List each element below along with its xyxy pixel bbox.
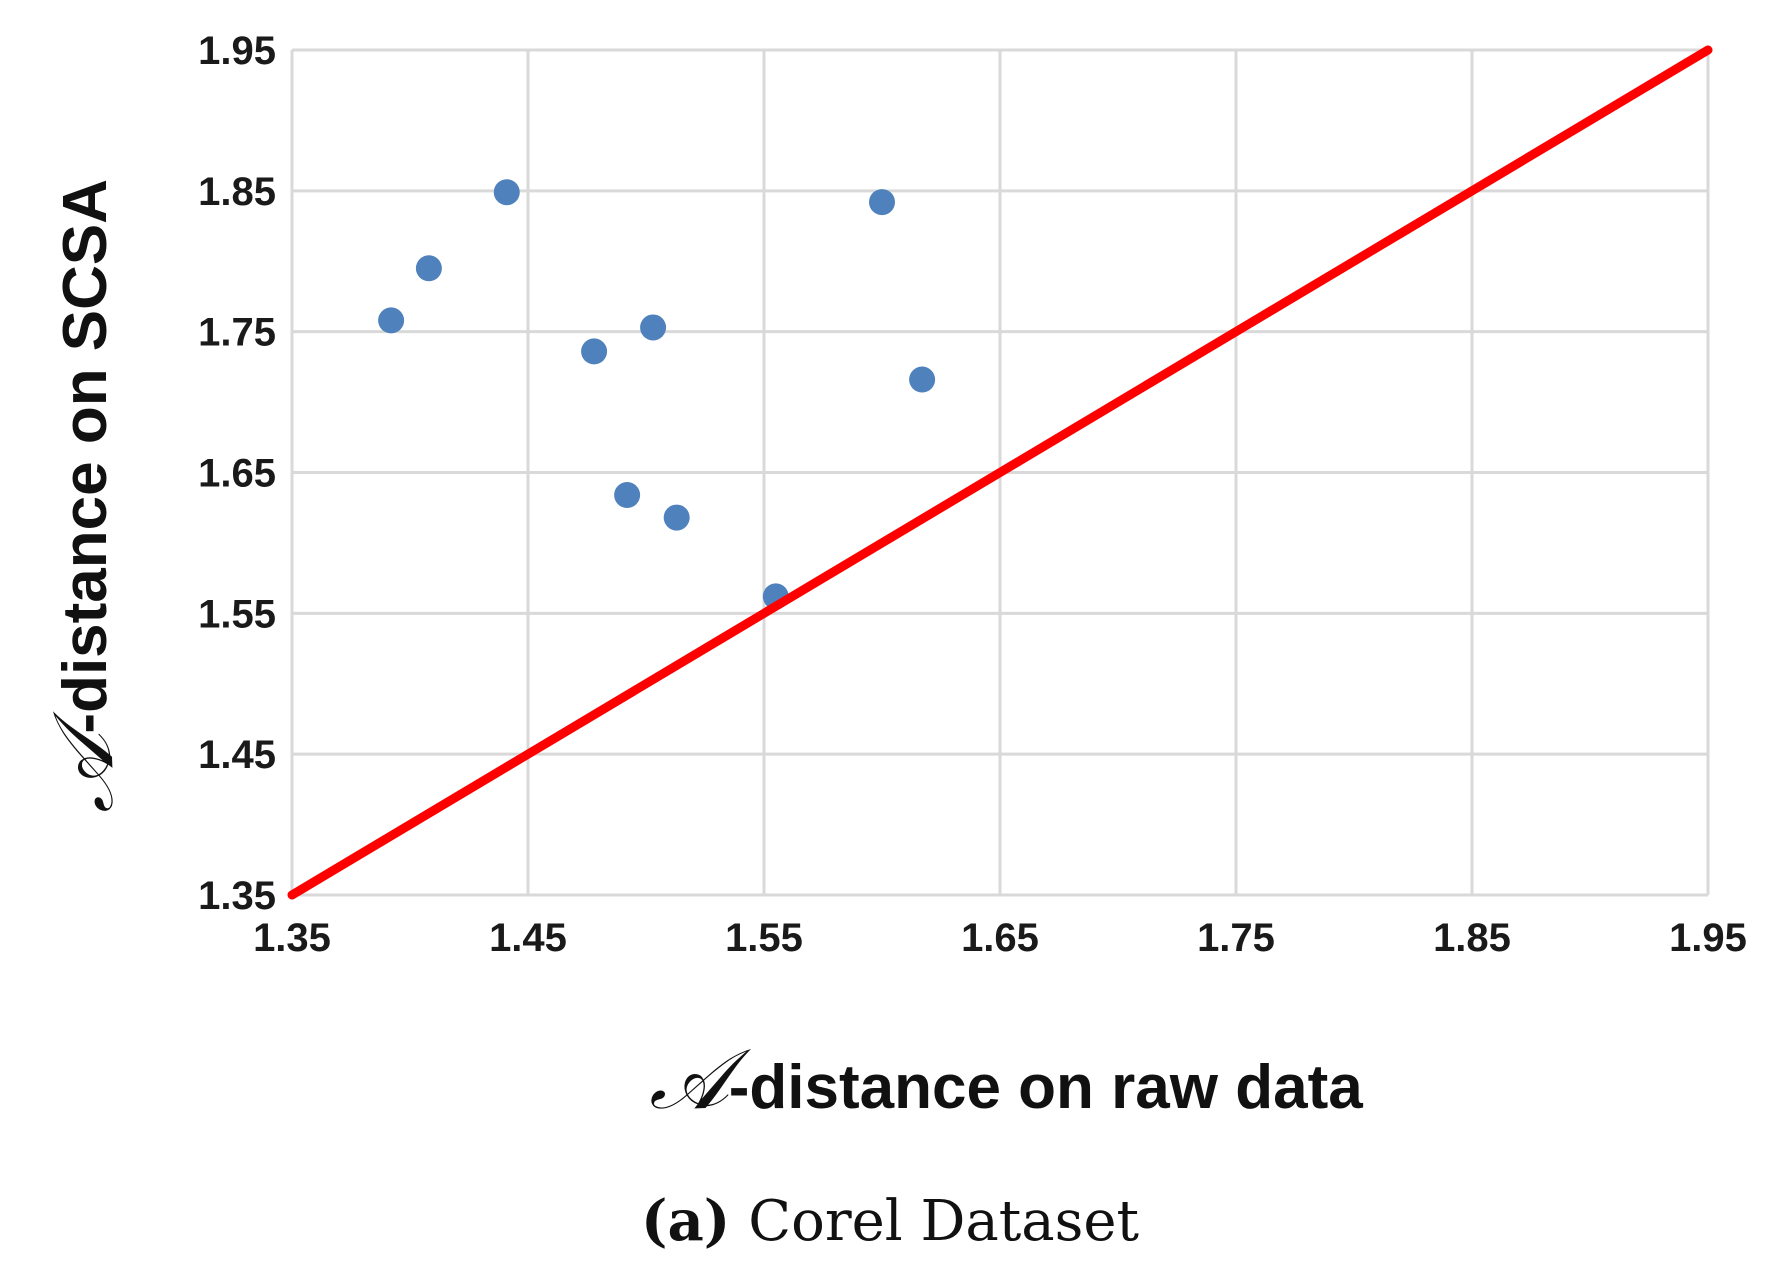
x-axis-title: 𝒜-distance on raw data	[649, 1030, 1363, 1128]
data-point	[415, 255, 442, 282]
y-axis-title-text: -distance on SCSA	[51, 179, 120, 734]
data-point	[581, 338, 608, 365]
x-tick-label: 1.75	[1197, 916, 1275, 960]
svg-text:𝒜-distance on SCSA: 𝒜-distance on SCSA	[34, 179, 132, 813]
data-point	[640, 314, 667, 341]
caption-text: Corel Dataset	[748, 1189, 1139, 1254]
y-tick-label: 1.45	[198, 733, 276, 777]
x-tick-label: 1.65	[961, 916, 1039, 960]
data-point	[614, 482, 641, 509]
y-tick-label: 1.85	[198, 170, 276, 214]
y-tick-label: 1.55	[198, 592, 276, 636]
y-tick-label: 1.65	[198, 452, 276, 496]
reference-line	[287, 45, 1713, 900]
x-tick-label: 1.95	[1669, 916, 1747, 960]
y-tick-label: 1.35	[198, 874, 276, 918]
x-tick-label: 1.45	[489, 916, 567, 960]
data-point	[869, 189, 895, 216]
x-axis-tick-labels: 1.35 1.45 1.55 1.65 1.75 1.85 1.95	[253, 916, 1747, 960]
data-point	[493, 179, 520, 206]
x-axis-title-text: -distance on raw data	[729, 1053, 1363, 1122]
reference-line-group	[287, 45, 1713, 900]
x-tick-label: 1.35	[253, 916, 331, 960]
figure-caption: (a) Corel Dataset	[641, 1188, 1140, 1254]
caption-label: (a)	[641, 1188, 730, 1254]
y-axis-tick-labels: 1.35 1.45 1.55 1.65 1.75 1.85 1.95	[198, 29, 276, 918]
x-tick-label: 1.55	[725, 916, 803, 960]
data-points	[378, 179, 936, 610]
data-point	[378, 307, 405, 334]
y-axis-title: 𝒜-distance on SCSA	[34, 179, 132, 813]
y-tick-label: 1.75	[198, 311, 276, 355]
data-point	[909, 366, 936, 393]
x-tick-label: 1.85	[1433, 916, 1511, 960]
data-point	[663, 504, 690, 531]
y-tick-label: 1.95	[198, 29, 276, 73]
